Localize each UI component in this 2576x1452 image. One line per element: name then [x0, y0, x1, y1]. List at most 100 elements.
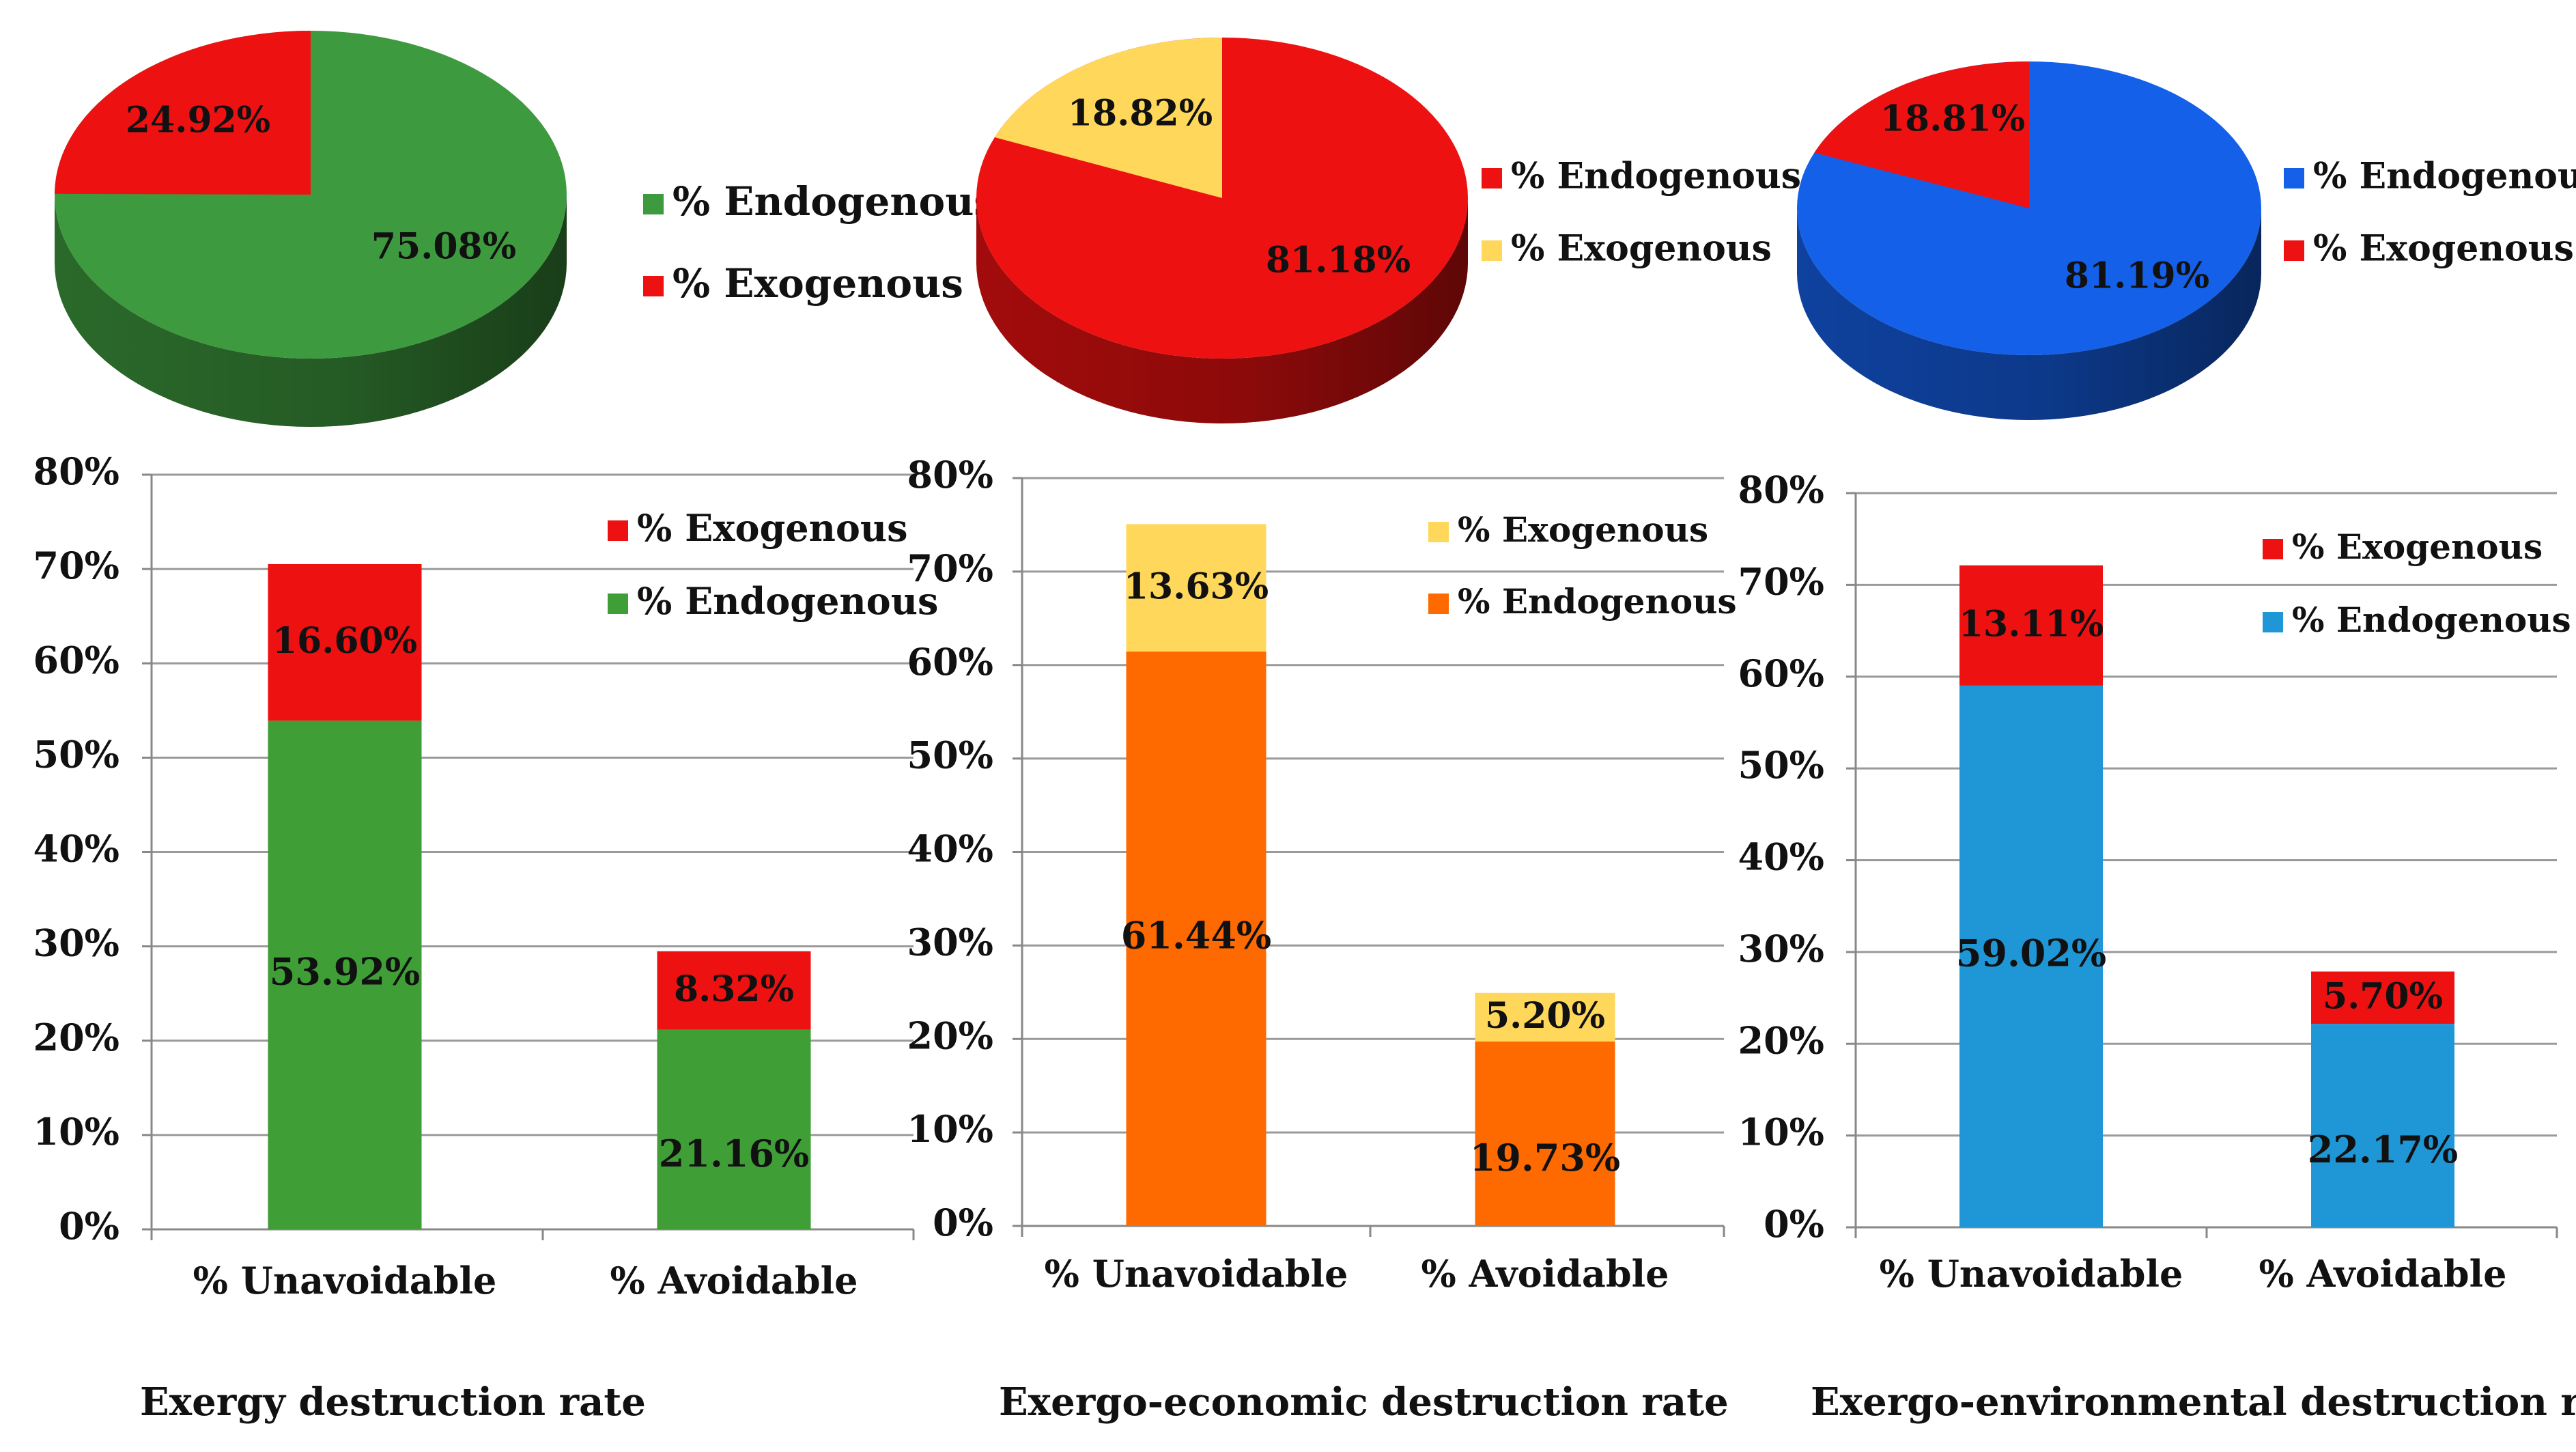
- y-tick-label: 20%: [1738, 1018, 1824, 1062]
- bar-legend-swatch: [608, 594, 628, 614]
- bar-chart: 0% 10% 20% 30% 40% 50% 60% 70% 80% 59.02% 13.11% % …: [1738, 468, 2571, 1296]
- y-tick-label: 50%: [1738, 743, 1824, 787]
- pie-legend-swatch: [1482, 168, 1502, 189]
- y-tick-label: 0%: [933, 1201, 993, 1244]
- pie-legend-label: % Endogenous: [673, 178, 996, 225]
- x-category-label: % Unavoidable: [1045, 1252, 1348, 1296]
- y-tick-label: 20%: [33, 1016, 119, 1059]
- bar-endogenous: [268, 721, 422, 1229]
- pie-slice-exogenous: [994, 38, 1222, 198]
- bar-chart: 0% 10% 20% 30% 40% 50% 60% 70% 80% 61.44% 13.63% % …: [907, 453, 1737, 1296]
- bar-chart: 0% 10% 20% 30% 40% 50% 60% 70% 80% 53.92% 16.60% % …: [33, 449, 939, 1302]
- bar-endogenous: [657, 1029, 811, 1229]
- pie-legend-label: % Exogenous: [1511, 228, 1772, 270]
- y-tick-label: 0%: [1764, 1202, 1824, 1246]
- pie-legend-swatch: [643, 194, 664, 214]
- x-category-label: % Avoidable: [610, 1259, 858, 1302]
- bar-legend-label: % Exogenous: [2292, 527, 2543, 567]
- pie-legend-label: % Endogenous: [2313, 156, 2576, 197]
- y-tick-label: 80%: [33, 449, 119, 493]
- bar-label-endogenous: 22.17%: [2308, 1128, 2458, 1171]
- bar-exogenous: [268, 563, 422, 721]
- pie-label-endogenous: 75.08%: [371, 226, 516, 268]
- y-tick-label: 80%: [1738, 468, 1824, 512]
- bar-endogenous: [1475, 1041, 1615, 1226]
- x-category-label: % Avoidable: [1421, 1252, 1669, 1296]
- pie-legend-swatch: [2284, 240, 2304, 261]
- bar-label-endogenous: 53.92%: [270, 950, 420, 994]
- x-category-label: % Avoidable: [2259, 1252, 2506, 1296]
- y-tick-label: 10%: [33, 1110, 119, 1154]
- pie-label-exogenous: 18.81%: [1880, 98, 2025, 140]
- bar-label-exogenous: 16.60%: [272, 620, 417, 662]
- pie-label-endogenous: 81.19%: [2065, 255, 2209, 297]
- y-tick-label: 80%: [907, 453, 993, 497]
- y-tick-label: 20%: [907, 1014, 993, 1057]
- pie-legend-swatch: [2284, 168, 2304, 189]
- y-tick-label: 60%: [33, 638, 119, 682]
- bar-label-exogenous: 8.32%: [674, 968, 794, 1010]
- pie-chart: 81.18% 18.82% % Endogenous % Exogenous: [976, 38, 1801, 423]
- bar-label-endogenous: 59.02%: [1956, 932, 2106, 975]
- bar-endogenous: [2311, 1024, 2454, 1227]
- bar-label-endogenous: 61.44%: [1121, 914, 1271, 958]
- pie-slice-exogenous: [55, 31, 311, 195]
- bar-endogenous: [1126, 652, 1266, 1226]
- y-tick-label: 30%: [1738, 927, 1824, 971]
- y-tick-label: 30%: [907, 920, 993, 964]
- y-tick-label: 50%: [33, 732, 119, 776]
- bar-legend-label: % Endogenous: [637, 579, 938, 623]
- pie-slice-exogenous: [1814, 61, 2029, 208]
- pie-legend-label: % Exogenous: [673, 260, 963, 307]
- pie-side-shade: [55, 195, 567, 427]
- y-tick-label: 60%: [1738, 652, 1824, 695]
- bar-legend-label: % Exogenous: [637, 506, 908, 550]
- bar-label-exogenous: 5.70%: [2323, 975, 2443, 1017]
- pie-side-shade: [976, 198, 1468, 423]
- y-tick-label: 70%: [1738, 559, 1824, 603]
- y-tick-label: 10%: [1738, 1111, 1824, 1154]
- pie-legend-label: % Endogenous: [1511, 156, 1801, 197]
- bar-exogenous: [1959, 565, 2103, 686]
- y-tick-label: 30%: [33, 921, 119, 965]
- y-tick-label: 50%: [907, 734, 993, 777]
- y-tick-label: 40%: [33, 827, 119, 871]
- panel-3: 81.19% 18.81% % Endogenous % Exogenous 0% 10%…: [1738, 61, 2576, 1296]
- y-tick-label: 10%: [907, 1107, 993, 1151]
- pie-side-shade: [1797, 208, 2261, 420]
- caption-exergo-environmental: Exergo-environmental destruction rate: [1811, 1380, 2576, 1425]
- bar-label-exogenous: 13.11%: [1959, 603, 2104, 645]
- bar-legend-label: % Endogenous: [2292, 600, 2571, 640]
- pie-label-endogenous: 81.18%: [1266, 240, 1411, 281]
- pie-label-exogenous: 18.82%: [1068, 93, 1213, 135]
- bar-legend-swatch: [1428, 522, 1449, 542]
- caption-exergo-economic: Exergo-economic destruction rate: [999, 1380, 1729, 1425]
- y-tick-label: 0%: [59, 1204, 119, 1248]
- bar-label-endogenous: 21.16%: [659, 1132, 809, 1175]
- bar-exogenous: [657, 951, 811, 1030]
- y-tick-label: 60%: [907, 640, 993, 684]
- pie-chart: 81.19% 18.81% % Endogenous % Exogenous: [1797, 61, 2576, 420]
- pie-legend-label: % Exogenous: [2313, 228, 2574, 270]
- pie-legend-swatch: [1482, 240, 1502, 261]
- pie-chart: 75.08% 24.92% % Endogenous % Exogenous: [55, 31, 996, 427]
- bar-label-exogenous: 5.20%: [1485, 995, 1605, 1037]
- x-category-label: % Unavoidable: [1880, 1252, 2183, 1296]
- bar-legend-swatch: [608, 520, 628, 541]
- bar-exogenous: [1126, 524, 1266, 652]
- bar-exogenous: [1475, 992, 1615, 1042]
- panel-1: 75.08% 24.92% % Endogenous % Exogenous 0% 10%…: [33, 31, 996, 1302]
- bar-legend-swatch: [1428, 594, 1449, 614]
- pie-legend-swatch: [643, 276, 664, 296]
- bar-endogenous: [1959, 685, 2103, 1227]
- pie-label-exogenous: 24.92%: [126, 100, 270, 141]
- caption-exergy: Exergy destruction rate: [140, 1380, 646, 1425]
- y-tick-label: 40%: [1738, 835, 1824, 879]
- bar-label-exogenous: 13.63%: [1124, 566, 1269, 607]
- y-tick-label: 40%: [907, 827, 993, 871]
- y-tick-label: 70%: [33, 544, 119, 587]
- bar-legend-swatch: [2263, 612, 2283, 632]
- bar-exogenous: [2311, 971, 2454, 1024]
- bar-legend-swatch: [2263, 539, 2283, 559]
